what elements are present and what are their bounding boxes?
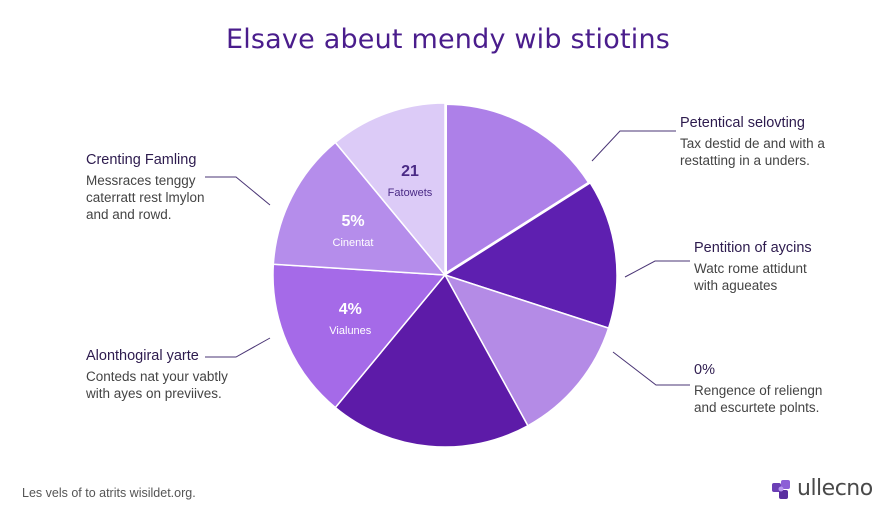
- slice-sublabel: Vialunes: [329, 325, 371, 337]
- callout-text: and and rowd.: [86, 207, 172, 222]
- callout-right-1: Petentical selovting Tax destid de and w…: [680, 115, 880, 169]
- pie-slice: [272, 263, 447, 409]
- pie-slice: [443, 100, 593, 279]
- callout-text: caterratt rest lmylon: [86, 190, 205, 205]
- callout-text: Watc rome attidunt: [694, 261, 807, 276]
- connector-line: [612, 351, 690, 386]
- callout-connectors: [205, 130, 690, 386]
- callout-text: with agueates: [694, 278, 778, 293]
- slice-sublabel: Cinentat: [333, 237, 374, 249]
- pie-slice: [443, 181, 618, 330]
- slice-value-label: 4%: [339, 301, 362, 318]
- footer-source: Les vels of to atrits wisildet.org.: [22, 486, 196, 500]
- pie-slice: [334, 273, 529, 448]
- pie-slices: [272, 100, 618, 448]
- callout-text: and escurtete polnts.: [694, 400, 820, 415]
- callout-heading: Pentition of aycins: [694, 240, 812, 256]
- pie-slice-labels: 4% Vialunes 5% Cinentat 21 Fatowets: [329, 163, 433, 337]
- callout-heading: Petentical selovting: [680, 115, 805, 131]
- callout-text: with ayes on previives.: [86, 386, 222, 401]
- callout-heading: Crenting Famling: [86, 152, 197, 168]
- callout-heading: Alonthogiral yarte: [86, 348, 199, 364]
- callout-text: Rengence of reliengn: [694, 383, 823, 398]
- connector-line: [205, 337, 271, 358]
- pie-slice: [272, 141, 447, 276]
- connector-line: [624, 260, 690, 278]
- brand-name: ullecno: [797, 476, 873, 501]
- pie-slice: [334, 102, 446, 278]
- puzzle-logo-icon: [772, 479, 790, 499]
- callout-text: Tax destid de and with a: [680, 136, 825, 151]
- brand-logo: ullecno: [770, 476, 873, 501]
- callout-text: restatting in a unders.: [680, 153, 810, 168]
- slice-value-label: 5%: [341, 213, 364, 230]
- connector-line: [205, 176, 271, 206]
- connector-line: [591, 130, 676, 162]
- slice-value-label: 21: [401, 163, 419, 180]
- pie-slice: [443, 273, 610, 427]
- callout-right-3: 0% Rengence of reliengn and escurtete po…: [694, 362, 884, 416]
- chart-title: Elsave abeut mendy wib stiotins: [225, 24, 671, 55]
- callout-left-1: Crenting Famling Messraces tenggy caterr…: [86, 152, 256, 223]
- callout-text: Conteds nat your vabtly: [86, 369, 228, 384]
- slice-sublabel: Fatowets: [388, 187, 433, 199]
- callout-right-2: Pentition of aycins Watc rome attidunt w…: [694, 240, 884, 294]
- callout-text: Messraces tenggy: [86, 173, 196, 188]
- callout-left-2: Alonthogiral yarte Conteds nat your vabt…: [86, 348, 276, 402]
- callout-heading: 0%: [694, 362, 715, 378]
